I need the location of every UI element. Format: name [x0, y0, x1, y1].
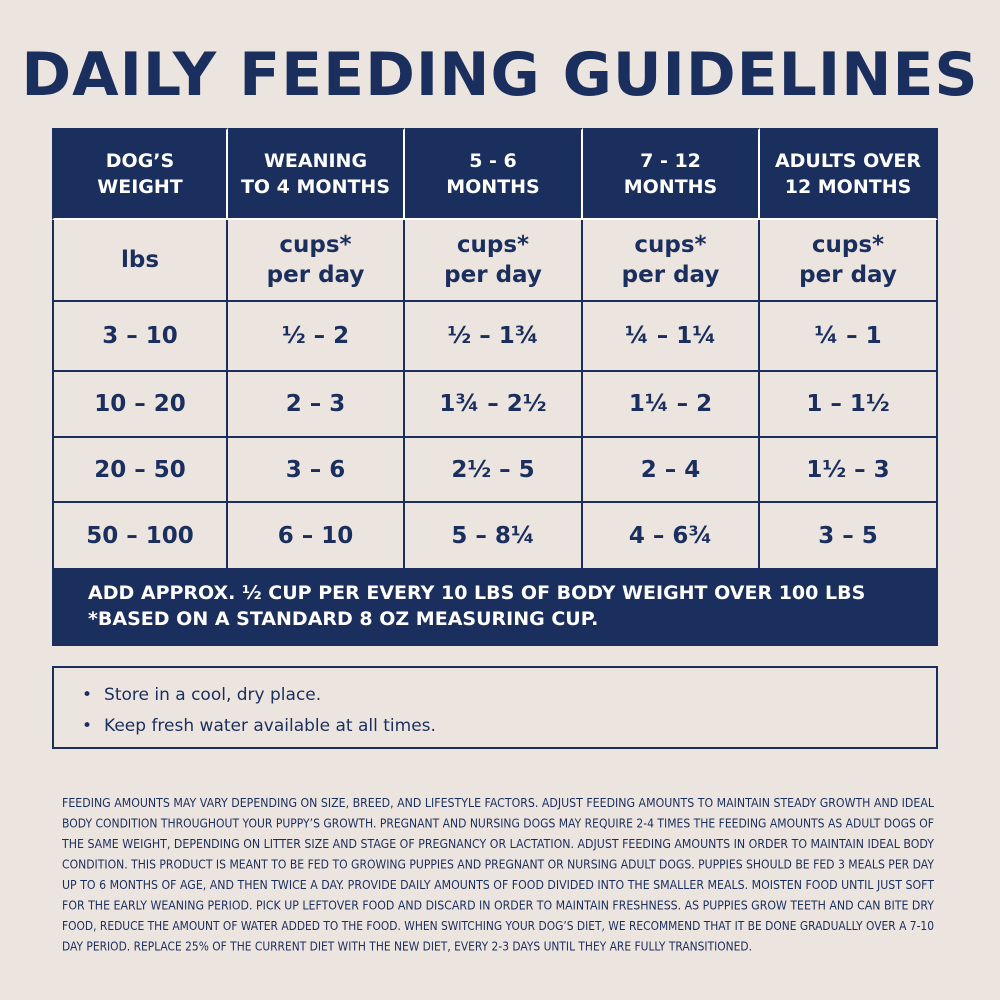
data-cell: 2 – 4 [583, 438, 760, 503]
data-cell: 1¼ – 2 [583, 372, 760, 438]
cell-text: 50 – 100 [86, 522, 194, 549]
cell-text: 3 – 5 [818, 522, 878, 549]
cell-text: 2 – 4 [640, 456, 701, 483]
data-cell: 10 – 20 [52, 372, 228, 438]
cell-text: ¼ – 1¼ [624, 323, 717, 349]
cell-text: 10 – 20 [94, 391, 186, 417]
fine-print-line: FOR THE EARLY WEANING PERIOD. PICK UP LE… [62, 898, 934, 913]
data-cell: 1½ – 3 [760, 438, 938, 503]
unit-text: per day [444, 262, 542, 288]
unit-text: per day [799, 262, 897, 288]
cell-text: 1 – 1½ [806, 391, 890, 417]
header-cell: 7 - 12 MONTHS [583, 128, 760, 220]
data-cell: 2 – 3 [228, 372, 405, 438]
data-cell: ½ – 2 [228, 302, 405, 372]
data-cell: 3 – 6 [228, 438, 405, 503]
header-cell: ADULTS OVER 12 MONTHS [760, 128, 938, 220]
cell-text: 5 – 8¼ [451, 522, 535, 549]
unit-text: cups* [634, 232, 707, 258]
title: DAILY FEEDING GUIDELINES [21, 40, 979, 110]
header-cell: 5 - 6 MONTHS [405, 128, 583, 220]
fine-print-line: CONDITION. THIS PRODUCT IS MEANT TO BE F… [62, 857, 934, 872]
tips-box: Store in a cool, dry place.Keep fresh wa… [52, 666, 938, 749]
header-text: MONTHS [446, 176, 540, 198]
data-cell: 3 – 10 [52, 302, 228, 372]
cell-text: 20 – 50 [94, 456, 186, 483]
fine-print-line: FEEDING AMOUNTS MAY VARY DEPENDING ON SI… [62, 795, 934, 810]
header-text: 12 MONTHS [784, 176, 912, 198]
cell-text: 1½ – 3 [806, 456, 890, 483]
header-text: 5 - 6 [469, 150, 517, 172]
unit-text: cups* [456, 232, 530, 258]
header-text: 7 - 12 [640, 150, 701, 172]
fine-print-line: BODY CONDITION THROUGHOUT YOUR PUPPY’S G… [62, 816, 934, 831]
tip: Keep fresh water available at all times. [82, 711, 936, 742]
fine-print-line: FOOD, REDUCE THE AMOUNT OF WATER ADDED T… [62, 918, 934, 933]
cell-text: 3 – 6 [285, 456, 346, 483]
cell-text: ½ – 2 [281, 323, 350, 349]
cell-text: 1¼ – 2 [628, 391, 713, 417]
header-text: MONTHS [623, 176, 718, 198]
footer-text: *BASED ON A STANDARD 8 OZ MEASURING CUP. [88, 608, 599, 630]
data-cell: ¼ – 1 [760, 302, 938, 372]
data-cell: 2½ – 5 [405, 438, 583, 503]
tip: Store in a cool, dry place. [82, 680, 936, 711]
header-cell: WEANING TO 4 MONTHS [228, 128, 405, 220]
fine-print-line: DAY PERIOD. REPLACE 25% OF THE CURRENT D… [62, 939, 752, 954]
data-cell: 6 – 10 [228, 503, 405, 570]
unit-text: per day [621, 262, 720, 288]
data-cell: 3 – 5 [760, 503, 938, 570]
header-text: DOG’S [105, 150, 175, 172]
cell-text: 1¾ – 2½ [439, 391, 547, 417]
unit-text: cups* [811, 232, 885, 258]
unit-cell: lbs [52, 220, 228, 302]
cell-text: 4 – 6¾ [628, 522, 713, 549]
header-cell: DOG’S WEIGHT [52, 128, 228, 220]
unit-cell: cups* per day [228, 220, 405, 302]
cell-text: 2 – 3 [285, 391, 346, 417]
header-text: ADULTS OVER [774, 150, 922, 172]
data-cell: 50 – 100 [52, 503, 228, 570]
table-footer: ADD APPROX. ½ CUP PER EVERY 10 LBS OF BO… [52, 570, 938, 646]
unit-text: per day [266, 262, 365, 288]
data-cell: 1 – 1½ [760, 372, 938, 438]
unit-cell: cups* per day [583, 220, 760, 302]
data-cell: 5 – 8¼ [405, 503, 583, 570]
fine-print: FEEDING AMOUNTS MAY VARY DEPENDING ON SI… [62, 795, 934, 954]
cell-text: ¼ – 1 [814, 323, 882, 349]
footer-text: ADD APPROX. ½ CUP PER EVERY 10 LBS OF BO… [88, 582, 866, 604]
unit-text: cups* [279, 232, 352, 258]
unit-cell: cups* per day [405, 220, 583, 302]
data-cell: ½ – 1¾ [405, 302, 583, 372]
unit-text: lbs [120, 247, 160, 273]
header-text: WEANING [263, 150, 368, 172]
fine-print-line: UP TO 6 MONTHS OF AGE, AND THEN TWICE A … [62, 877, 934, 892]
fine-print-line: THE SAME WEIGHT, DEPENDING ON LITTER SIZ… [62, 836, 934, 851]
data-cell: 1¾ – 2½ [405, 372, 583, 438]
cell-text: 6 – 10 [277, 522, 354, 549]
data-cell: ¼ – 1¼ [583, 302, 760, 372]
header-text: WEIGHT [97, 176, 183, 198]
cell-text: 3 – 10 [102, 323, 178, 349]
cell-text: ½ – 1¾ [447, 323, 539, 349]
data-cell: 20 – 50 [52, 438, 228, 503]
data-cell: 4 – 6¾ [583, 503, 760, 570]
header-text: TO 4 MONTHS [240, 176, 391, 198]
unit-cell: cups* per day [760, 220, 938, 302]
cell-text: 2½ – 5 [451, 456, 535, 483]
